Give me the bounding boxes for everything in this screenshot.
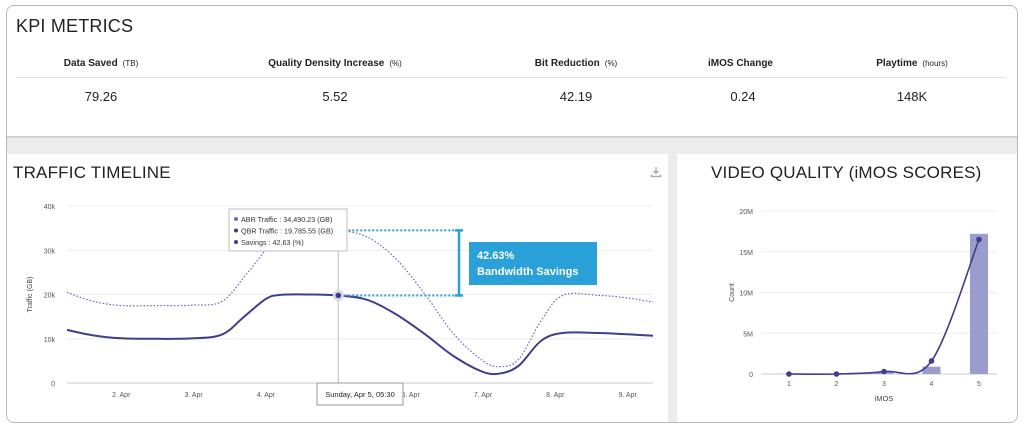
tooltip-bullet	[234, 228, 238, 233]
traffic-timeline-panel: TRAFFIC TIMELINE 0 10k 20k 30k 40k 2. Apr 3. A…	[7, 154, 668, 422]
kpi-panel: KPI METRICS Data Saved (TB) Quality Densi…	[7, 6, 1017, 138]
savings-callout-value: 42.63%	[477, 250, 515, 262]
y-tick-label: 10k	[44, 337, 56, 344]
x-tick-label: 6. Apr	[401, 392, 420, 399]
kpi-divider	[16, 77, 1006, 78]
imos-point-5	[976, 236, 982, 243]
y-tick-label: 30k	[44, 248, 56, 255]
y-axis-label: Count	[729, 283, 736, 302]
x-tick-label: 3	[882, 381, 886, 388]
x-tick-label: 2	[835, 381, 839, 388]
y-tick-label: 0	[51, 381, 55, 388]
x-tick-label: 1	[787, 381, 791, 388]
bar-imos-5	[970, 233, 988, 374]
kpi-value-data-saved: 79.26	[84, 89, 118, 104]
crosshair-date-box	[316, 382, 404, 406]
bar-imos-4	[922, 366, 941, 374]
kpi-label-bit-reduction: Bit Reduction (%)	[534, 58, 618, 69]
kpi-label-data-saved: Data Saved (TB)	[63, 58, 139, 69]
imos-point-4	[928, 358, 935, 364]
imos-point-3	[881, 368, 887, 375]
tooltip-bullet	[234, 217, 238, 221]
savings-callout-text: Bandwidth Savings	[477, 266, 578, 278]
download-icon[interactable]	[650, 166, 662, 178]
y-tick-label: 20k	[44, 293, 56, 300]
x-tick-label: 7. Apr	[474, 392, 493, 399]
x-tick-label: 5	[977, 381, 981, 388]
y-tick-label: 10M	[739, 291, 753, 298]
video-quality-title: VIDEO QUALITY (iMOS SCORES)	[711, 163, 982, 182]
y-tick-label: 5M	[743, 331, 753, 338]
kpi-value-imos-change: 0.24	[730, 89, 756, 104]
tooltip-line: Savings : 42.63 (%)	[241, 238, 304, 247]
tooltip-line: QBR Traffic : 19,785.55 (GB)	[241, 227, 333, 236]
kpi-value-bit-reduction: 42.19	[559, 89, 593, 104]
tooltip-line: ABR Traffic : 34,490.23 (GB)	[241, 215, 332, 224]
y-tick-label: 0	[749, 372, 753, 379]
kpi-label-quality-density: Quality Density Increase (%)	[268, 58, 402, 69]
savings-callout-box	[469, 242, 597, 285]
qbr-series-line	[66, 293, 654, 376]
y-tick-label: 20M	[739, 209, 753, 216]
video-quality-chart: 0 5M 10M 15M 20M Count 1 2 3 4 5 iMOS	[729, 209, 997, 403]
kpi-value-quality-density: 5.52	[322, 89, 348, 104]
y-tick-label: 15M	[739, 250, 753, 257]
qbr-marker	[335, 292, 342, 299]
kpi-title: KPI METRICS	[16, 16, 134, 36]
kpi-value-playtime: 148K	[896, 89, 928, 104]
y-tick-label: 40k	[44, 204, 56, 211]
x-axis-label: iMOS	[875, 394, 894, 403]
imos-trend-line	[788, 239, 980, 375]
tooltip-box	[228, 208, 348, 252]
x-tick-label: 4	[930, 381, 934, 388]
kpi-label-imos-change: iMOS Change	[707, 58, 774, 69]
imos-point-1	[786, 371, 792, 377]
x-tick-label: 4. Apr	[257, 392, 276, 399]
imos-point-2	[833, 371, 840, 377]
y-axis-label: Traffic (GB)	[27, 277, 34, 313]
x-tick-label: 9. Apr	[619, 392, 638, 399]
kpi-label-playtime: Playtime (hours)	[876, 58, 948, 69]
dashboard-frame: KPI METRICS Data Saved (TB) Quality Densi…	[6, 5, 1018, 423]
crosshair-date-label: Sunday, Apr 5, 05:30	[325, 390, 395, 399]
traffic-title: TRAFFIC TIMELINE	[13, 163, 171, 182]
video-quality-panel: VIDEO QUALITY (iMOS SCORES) 0 5M 10M 15M 20M…	[677, 154, 1017, 422]
x-tick-label: 8. Apr	[546, 392, 565, 399]
x-tick-label: 3. Apr	[184, 392, 203, 399]
x-tick-label: 2. Apr	[112, 392, 131, 399]
tooltip-bullet	[234, 240, 238, 244]
